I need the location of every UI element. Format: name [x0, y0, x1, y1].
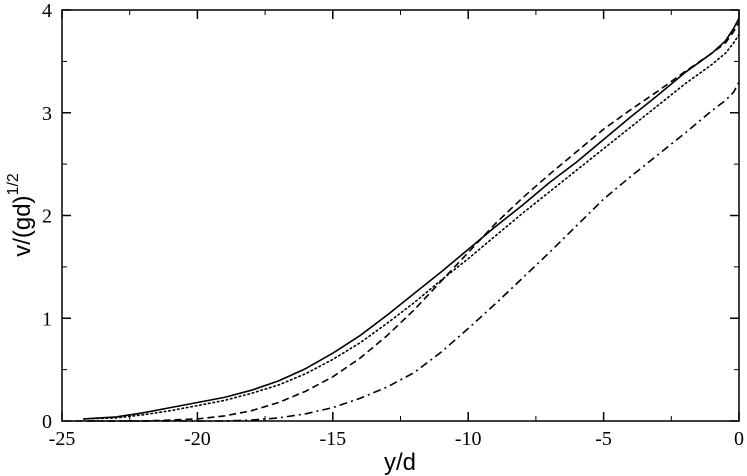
- series-line-dashdot: [89, 81, 740, 422]
- series-layer: [75, 17, 740, 422]
- y-tick-label: 1: [42, 308, 52, 330]
- y-tick-label: 4: [42, 0, 52, 22]
- x-tick-label: -10: [455, 428, 482, 450]
- x-tick-label: -25: [49, 428, 76, 450]
- y-tick-label: 0: [42, 411, 52, 433]
- series-line-dotted: [82, 33, 740, 420]
- series-line-dashed: [75, 21, 740, 422]
- svg-text:v/(gd)1/2: v/(gd)1/2: [5, 173, 36, 257]
- series-line-solid: [83, 17, 740, 420]
- x-tick-label: 0: [734, 428, 744, 450]
- tick-labels: -25 -20 -15 -10 -5 0 0 1 2 3 4: [42, 0, 744, 450]
- y-axis-title-main: v/(gd): [9, 195, 36, 256]
- y-tick-label: 3: [42, 103, 52, 125]
- x-tick-label: -5: [595, 428, 612, 450]
- y-axis-title: v/(gd)1/2: [5, 173, 36, 257]
- y-axis-title-sup: 1/2: [5, 173, 22, 195]
- plot-frame: [61, 9, 740, 422]
- y-tick-label: 2: [42, 206, 52, 228]
- ticks: [61, 9, 740, 422]
- x-tick-label: -15: [319, 428, 346, 450]
- x-tick-label: -20: [184, 428, 211, 450]
- x-axis-title: y/d: [384, 449, 416, 476]
